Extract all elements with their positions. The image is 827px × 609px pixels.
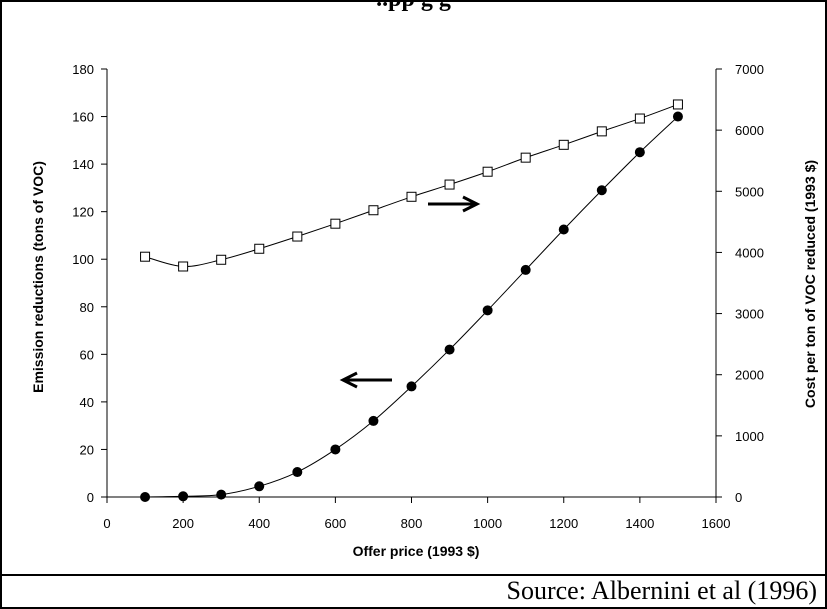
y2-tick-label: 5000: [735, 184, 764, 199]
data-point-square: [178, 261, 189, 272]
y-tick-label: 40: [80, 395, 94, 410]
data-point-square: [292, 231, 303, 242]
y-tick-label: 60: [80, 347, 94, 362]
x-tick-label: 800: [401, 516, 423, 531]
data-point-square: [596, 126, 607, 137]
x-axis-title: Offer price (1993 $): [353, 543, 480, 559]
chart-series: [140, 99, 683, 502]
data-point-square: [482, 166, 493, 177]
y2-tick-label: 1000: [735, 429, 764, 444]
data-point-square: [444, 179, 455, 190]
data-point-square: [330, 218, 341, 229]
y2-tick-label: 7000: [735, 62, 764, 77]
arrow-right-head: [462, 195, 481, 213]
data-point-square: [216, 254, 227, 265]
data-point-circle: [558, 224, 569, 235]
y-tick-label: 120: [72, 205, 94, 220]
data-point-circle: [330, 444, 341, 455]
data-point-circle: [140, 492, 151, 502]
data-point-square: [254, 243, 265, 254]
data-point-square: [368, 205, 379, 216]
y2-tick-label: 4000: [735, 245, 764, 260]
data-point-square: [140, 251, 151, 262]
y-tick-label: 180: [72, 62, 94, 77]
x-tick-label: 200: [172, 516, 194, 531]
x-tick-label: 1400: [625, 516, 654, 531]
data-point-circle: [672, 111, 683, 122]
x-tick-label: 1200: [549, 516, 578, 531]
x-tick-label: 400: [248, 516, 270, 531]
y-tick-label: 140: [72, 157, 94, 172]
data-point-circle: [292, 467, 303, 478]
data-point-circle: [444, 344, 455, 355]
data-point-square: [672, 99, 683, 110]
arrow-left-head: [339, 371, 358, 389]
x-tick-label: 1600: [702, 516, 731, 531]
data-point-circle: [634, 147, 645, 158]
chart-ticks: 0 200 400 600 800 1000 1200 1400 160002040608010…: [72, 62, 764, 531]
y2-tick-label: 2000: [735, 368, 764, 383]
figure-title: ..pp g g: [0, 0, 827, 13]
data-point-circle: [178, 491, 189, 502]
data-point-circle: [216, 489, 227, 500]
y-tick-label: 20: [80, 442, 94, 457]
y-axis-title-right: Cost per ton of VOC reduced (1993 $): [802, 160, 818, 408]
x-tick-label: 600: [325, 516, 347, 531]
dual-axis-line-chart: 0 200 400 600 800 1000 1200 1400 160002040608010…: [30, 62, 818, 559]
y2-tick-label: 3000: [735, 307, 764, 322]
y-tick-label: 100: [72, 252, 94, 267]
source-citation: Source: Albernini et al (1996): [506, 576, 817, 605]
data-point-square: [634, 113, 645, 124]
y2-tick-label: 6000: [735, 123, 764, 138]
data-point-circle: [406, 381, 417, 392]
y-tick-label: 0: [87, 490, 94, 505]
y-axis-title-left: Emission reductions (tons of VOC): [30, 161, 46, 393]
x-tick-label: 0: [103, 516, 110, 531]
series-line-left: [145, 116, 679, 498]
data-point-square: [558, 139, 569, 150]
data-point-square: [520, 152, 531, 163]
data-point-circle: [482, 305, 493, 316]
data-point-circle: [254, 481, 265, 492]
footer-divider: [0, 574, 827, 576]
data-point-circle: [368, 415, 379, 426]
data-point-circle: [596, 185, 607, 196]
y-tick-label: 160: [72, 110, 94, 125]
chart-annotations: [339, 195, 481, 389]
data-point-square: [406, 191, 417, 202]
data-point-circle: [520, 264, 531, 275]
x-tick-label: 1000: [473, 516, 502, 531]
y2-tick-label: 0: [735, 490, 742, 505]
chart-axes: [106, 69, 717, 498]
y-tick-label: 80: [80, 300, 94, 315]
